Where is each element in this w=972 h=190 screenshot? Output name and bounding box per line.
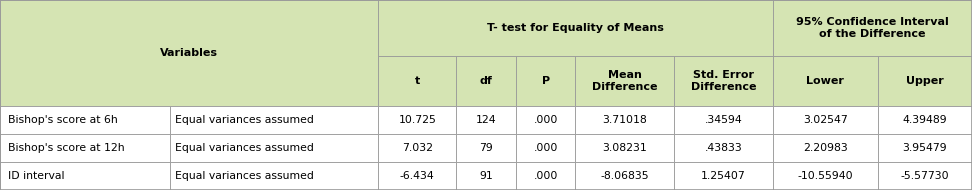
Text: .43833: .43833 xyxy=(705,143,743,153)
Text: 79: 79 xyxy=(479,143,493,153)
Bar xyxy=(456,56,516,106)
Text: P: P xyxy=(541,76,550,86)
Text: t: t xyxy=(415,76,420,86)
Bar xyxy=(170,106,378,134)
Text: -8.06835: -8.06835 xyxy=(601,171,649,181)
Bar xyxy=(878,56,972,106)
Bar xyxy=(378,0,773,56)
Text: 95% Confidence Interval
of the Difference: 95% Confidence Interval of the Differenc… xyxy=(796,17,949,39)
Bar xyxy=(0,162,170,190)
Bar xyxy=(378,106,456,134)
Bar xyxy=(378,134,456,162)
Text: 124: 124 xyxy=(475,115,497,125)
Bar xyxy=(0,134,170,162)
Text: -10.55940: -10.55940 xyxy=(797,171,853,181)
Bar xyxy=(456,106,516,134)
Text: .34594: .34594 xyxy=(705,115,743,125)
Text: Upper: Upper xyxy=(906,76,944,86)
Text: 2.20983: 2.20983 xyxy=(803,143,848,153)
Text: -5.57730: -5.57730 xyxy=(901,171,950,181)
Text: T- test for Equality of Means: T- test for Equality of Means xyxy=(487,23,664,33)
Text: Equal variances assumed: Equal variances assumed xyxy=(176,171,314,181)
Text: Bishop's score at 6h: Bishop's score at 6h xyxy=(8,115,118,125)
Bar xyxy=(378,56,456,106)
Text: .000: .000 xyxy=(534,171,558,181)
Bar xyxy=(773,162,878,190)
Text: Variables: Variables xyxy=(160,48,218,58)
Text: 91: 91 xyxy=(479,171,493,181)
Bar xyxy=(674,162,773,190)
Bar xyxy=(773,134,878,162)
Text: Equal variances assumed: Equal variances assumed xyxy=(176,115,314,125)
Bar xyxy=(878,162,972,190)
Bar xyxy=(516,162,575,190)
Text: 7.032: 7.032 xyxy=(401,143,433,153)
Text: 3.95479: 3.95479 xyxy=(903,143,948,153)
Bar xyxy=(773,106,878,134)
Text: -6.434: -6.434 xyxy=(399,171,434,181)
Bar xyxy=(674,134,773,162)
Bar xyxy=(575,106,674,134)
Bar xyxy=(170,162,378,190)
Text: Bishop's score at 12h: Bishop's score at 12h xyxy=(8,143,124,153)
Bar xyxy=(516,56,575,106)
Bar xyxy=(575,134,674,162)
Text: Equal variances assumed: Equal variances assumed xyxy=(176,143,314,153)
Text: .000: .000 xyxy=(534,115,558,125)
Text: 4.39489: 4.39489 xyxy=(903,115,948,125)
Bar xyxy=(0,106,170,134)
Text: Std. Error
Difference: Std. Error Difference xyxy=(690,70,756,92)
Bar xyxy=(674,56,773,106)
Text: 3.08231: 3.08231 xyxy=(603,143,647,153)
Bar xyxy=(878,134,972,162)
Text: Mean
Difference: Mean Difference xyxy=(592,70,657,92)
Bar xyxy=(575,56,674,106)
Bar xyxy=(674,106,773,134)
Bar xyxy=(773,0,972,56)
Bar xyxy=(773,56,878,106)
Text: df: df xyxy=(479,76,493,86)
Bar xyxy=(516,134,575,162)
Text: 3.02547: 3.02547 xyxy=(803,115,848,125)
Bar xyxy=(378,162,456,190)
Text: Lower: Lower xyxy=(807,76,845,86)
Text: 10.725: 10.725 xyxy=(399,115,436,125)
Bar xyxy=(456,162,516,190)
Bar xyxy=(516,106,575,134)
Text: 3.71018: 3.71018 xyxy=(603,115,647,125)
Text: .000: .000 xyxy=(534,143,558,153)
Bar xyxy=(456,134,516,162)
Bar xyxy=(0,0,378,106)
Bar xyxy=(878,106,972,134)
Text: 1.25407: 1.25407 xyxy=(701,171,746,181)
Text: ID interval: ID interval xyxy=(8,171,64,181)
Bar xyxy=(170,134,378,162)
Bar xyxy=(575,162,674,190)
